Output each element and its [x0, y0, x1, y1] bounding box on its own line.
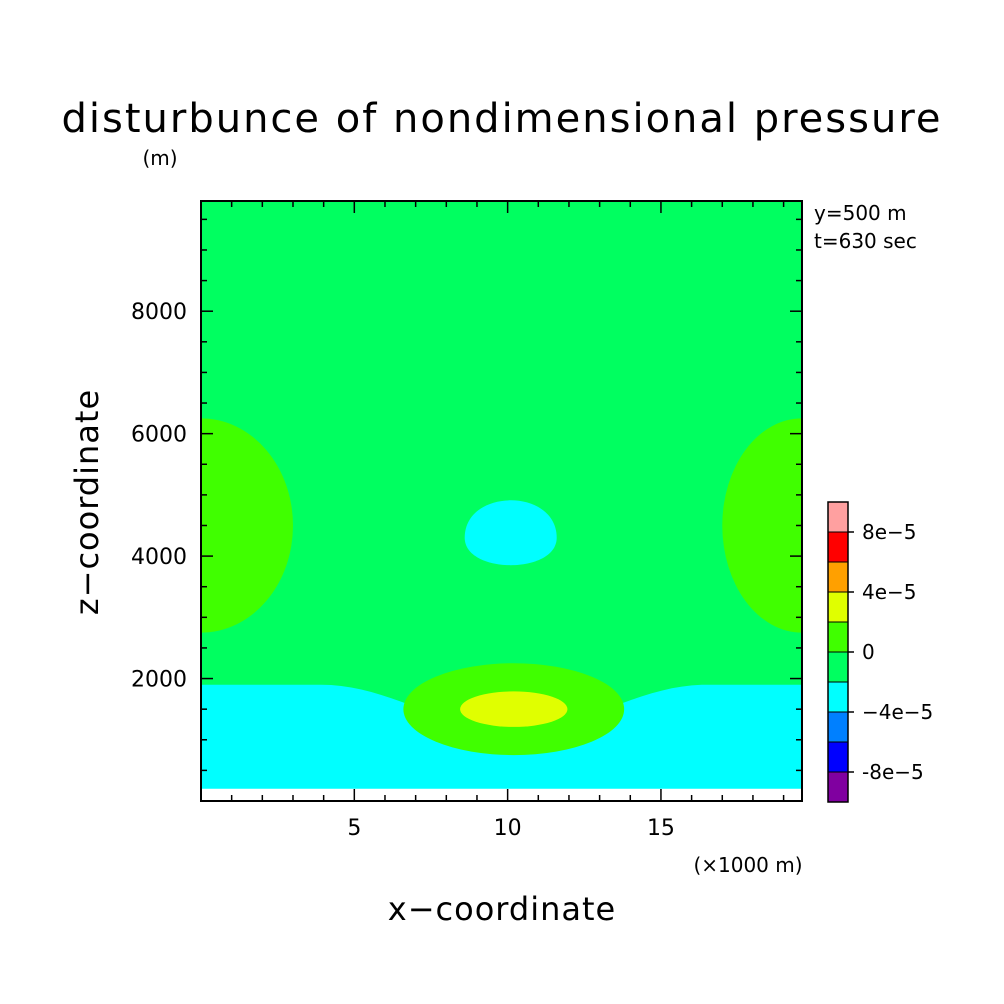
colorbar-swatch — [827, 741, 849, 773]
colorbar-swatch — [827, 771, 849, 803]
contour-region-6 — [460, 691, 568, 727]
colorbar-label: 8e−5 — [862, 520, 917, 544]
y-tick-label: 6000 — [131, 423, 187, 448]
colorbar: -8e−5 −4e−5 0 4e−5 8e−5 — [827, 501, 933, 803]
colorbar-swatch — [827, 711, 849, 743]
colorbar-swatch — [827, 561, 849, 593]
y-tick-label: 2000 — [131, 668, 187, 693]
contour-field — [201, 201, 802, 801]
x-axis-label: x−coordinate — [388, 890, 616, 928]
no-data-region — [201, 788, 802, 801]
plot-frame — [200, 200, 803, 802]
contour-region-8 — [201, 418, 293, 633]
colorbar-swatch — [827, 591, 849, 623]
x-unit-label: (×1000 m) — [693, 853, 802, 877]
y-ticks: 2000 4000 6000 8000 — [131, 218, 802, 772]
colorbar-label: −4e−5 — [862, 700, 933, 724]
annotation-t: t=630 sec — [814, 229, 917, 253]
y-unit-label: (m) — [142, 146, 177, 170]
colorbar-swatch — [827, 501, 849, 533]
colorbar-label: 4e−5 — [862, 580, 917, 604]
annotation-y: y=500 m — [814, 201, 907, 225]
y-tick-label: 8000 — [131, 300, 187, 325]
x-tick-label: 5 — [347, 816, 361, 841]
colorbar-swatch — [827, 621, 849, 653]
x-tick-label: 15 — [647, 816, 675, 841]
x-ticks: 5 10 15 — [230, 201, 785, 841]
y-axis-label: z−coordinate — [68, 389, 106, 615]
colorbar-swatch — [827, 651, 849, 683]
colorbar-swatch — [827, 531, 849, 563]
chart-title: disturbunce of nondimensional pressure — [62, 96, 943, 142]
contour-region-9 — [722, 418, 802, 633]
colorbar-swatch — [827, 681, 849, 713]
contour-region-7 — [464, 500, 557, 566]
x-tick-label: 10 — [494, 816, 522, 841]
colorbar-label: 0 — [862, 640, 875, 664]
y-tick-label: 4000 — [131, 545, 187, 570]
colorbar-label: -8e−5 — [862, 760, 924, 784]
